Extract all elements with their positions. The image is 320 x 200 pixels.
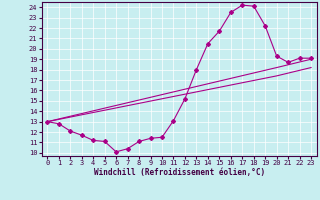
X-axis label: Windchill (Refroidissement éolien,°C): Windchill (Refroidissement éolien,°C) (94, 168, 265, 177)
